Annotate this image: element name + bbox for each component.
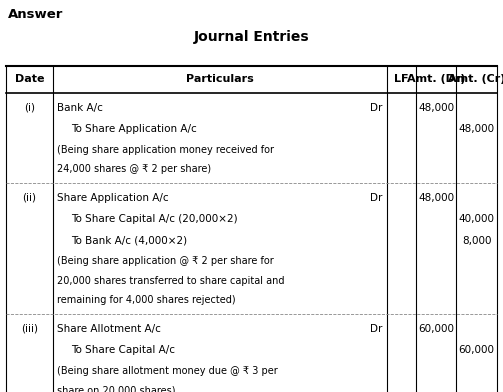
Text: To Share Capital A/c: To Share Capital A/c	[70, 345, 175, 355]
Text: (Being share allotment money due @ ₹ 3 per: (Being share allotment money due @ ₹ 3 p…	[57, 366, 277, 376]
Text: 40,000: 40,000	[459, 214, 494, 224]
Text: Date: Date	[15, 74, 44, 85]
Text: 48,000: 48,000	[418, 193, 454, 203]
Text: Answer: Answer	[8, 8, 63, 21]
Text: (Being share application @ ₹ 2 per share for: (Being share application @ ₹ 2 per share…	[57, 256, 274, 266]
Text: remaining for 4,000 shares rejected): remaining for 4,000 shares rejected)	[57, 295, 235, 305]
Text: 8,000: 8,000	[462, 236, 491, 246]
Text: 24,000 shares @ ₹ 2 per share): 24,000 shares @ ₹ 2 per share)	[57, 164, 211, 174]
Text: Dr: Dr	[370, 103, 382, 113]
Text: To Share Capital A/c (20,000×2): To Share Capital A/c (20,000×2)	[70, 214, 237, 224]
Text: (iii): (iii)	[21, 324, 38, 334]
Text: 48,000: 48,000	[459, 124, 494, 134]
Text: 48,000: 48,000	[418, 103, 454, 113]
Text: Dr: Dr	[370, 324, 382, 334]
Text: Dr: Dr	[370, 193, 382, 203]
Text: Amt. (Dr): Amt. (Dr)	[407, 74, 465, 85]
Text: 60,000: 60,000	[459, 345, 494, 355]
Text: Share Allotment A/c: Share Allotment A/c	[57, 324, 160, 334]
Text: (i): (i)	[24, 103, 35, 113]
Text: Particulars: Particulars	[186, 74, 254, 85]
Text: (Being share application money received for: (Being share application money received …	[57, 145, 274, 155]
Text: 20,000 shares transferred to share capital and: 20,000 shares transferred to share capit…	[57, 276, 284, 286]
Text: LF: LF	[394, 74, 408, 85]
Text: Journal Entries: Journal Entries	[194, 30, 309, 44]
Text: Amt. (Cr): Amt. (Cr)	[448, 74, 503, 85]
Text: 60,000: 60,000	[418, 324, 454, 334]
Text: share on 20,000 shares): share on 20,000 shares)	[57, 385, 175, 392]
Text: (ii): (ii)	[22, 193, 36, 203]
Text: Bank A/c: Bank A/c	[57, 103, 103, 113]
Text: Share Application A/c: Share Application A/c	[57, 193, 169, 203]
Text: To Bank A/c (4,000×2): To Bank A/c (4,000×2)	[70, 236, 187, 246]
Text: To Share Application A/c: To Share Application A/c	[70, 124, 196, 134]
